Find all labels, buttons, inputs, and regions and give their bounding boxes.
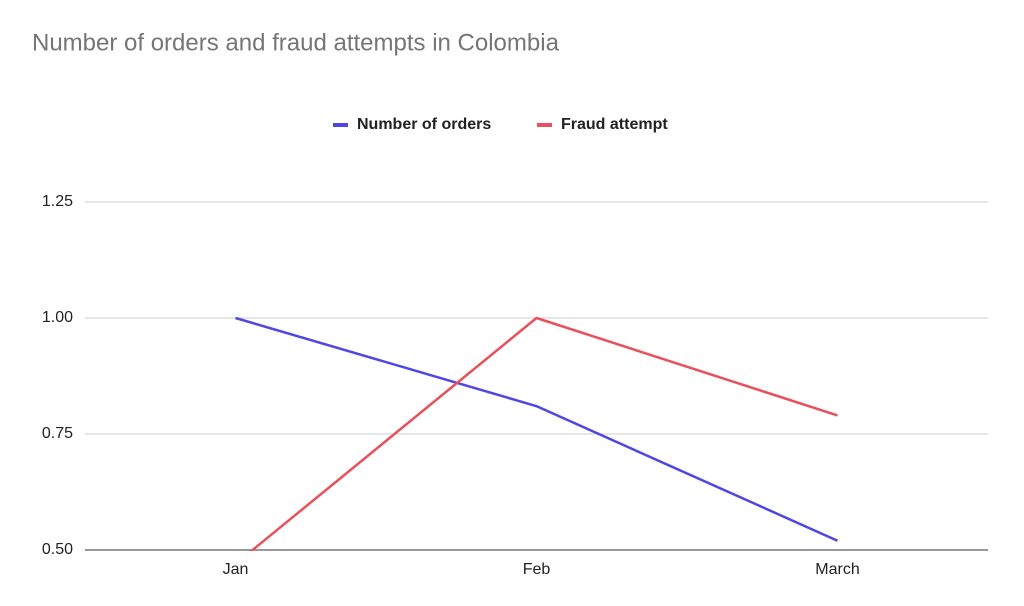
y-tick-label: 1.00: [42, 309, 73, 326]
y-tick-label: 0.75: [42, 425, 73, 442]
grid: 0.50 0.75 1.00 1.25: [42, 193, 988, 558]
line-series: [249, 316, 838, 551]
legend: Number of orders Fraud attempt: [333, 116, 668, 133]
plot-area: [235, 316, 839, 551]
chart-title: Number of orders and fraud attempts in C…: [32, 29, 560, 56]
x-tick-label: Jan: [223, 561, 249, 578]
x-tick-label: March: [815, 561, 859, 578]
y-tick-label: 0.50: [42, 541, 73, 558]
legend-label: Fraud attempt: [561, 116, 668, 133]
legend-label: Number of orders: [357, 116, 491, 133]
y-tick-label: 1.25: [42, 193, 73, 210]
x-tick-label: Feb: [523, 561, 551, 578]
line-series: [235, 316, 839, 542]
